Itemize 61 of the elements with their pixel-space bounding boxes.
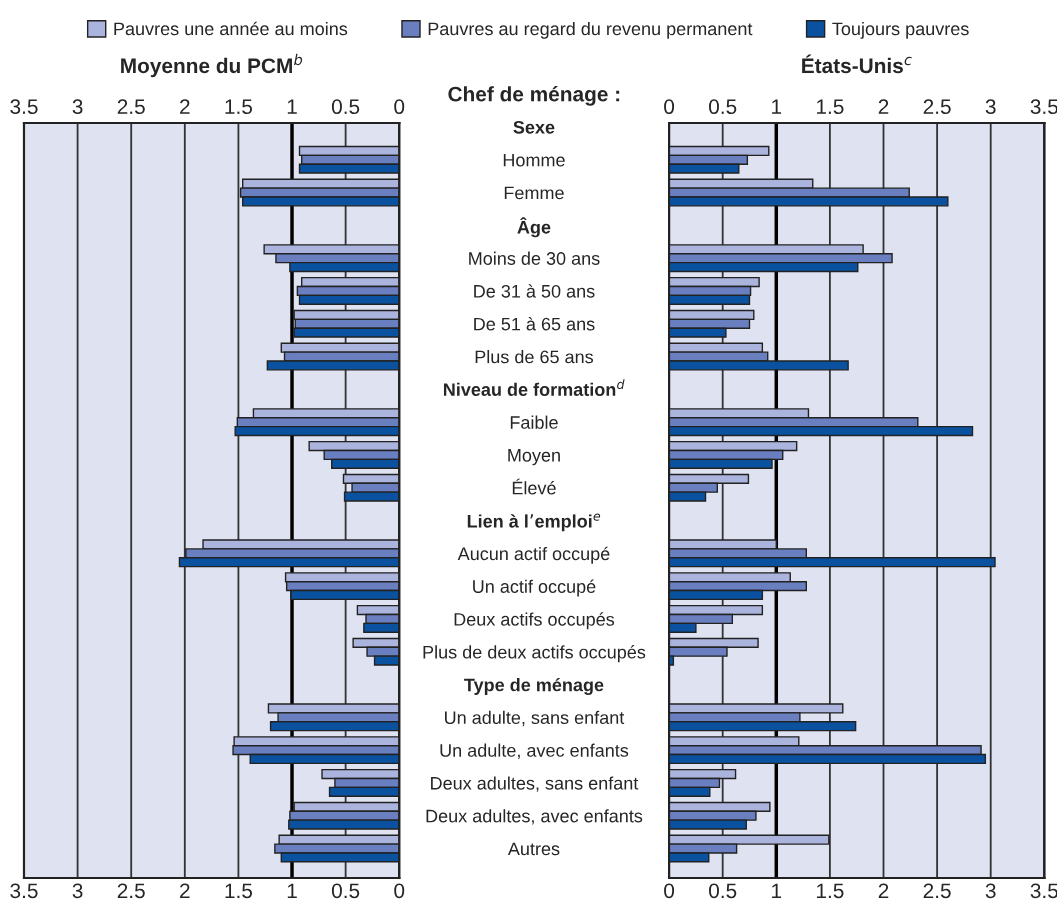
y-tick-label: Lien à l’emploi$^{e}$ bbox=[467, 513, 601, 532]
x-tick-label: 0 bbox=[664, 99, 675, 115]
y-tick-label: Type de ménage bbox=[464, 677, 604, 695]
x-tick-label: 2.5 bbox=[923, 99, 951, 115]
y-tick-label: Aucun actif occupé bbox=[457, 546, 610, 564]
y-tick-label: Plus de 65 ans bbox=[475, 350, 594, 364]
x2-tick-label: 3 bbox=[985, 883, 996, 899]
x-tick-label: 2.5 bbox=[117, 99, 145, 115]
y-tick-label: De 51 à 65 ans bbox=[474, 317, 595, 331]
chart-title: États-Unis$^{c}$ bbox=[802, 54, 912, 74]
x-tick-label: 0 bbox=[394, 99, 405, 115]
y-tick-label: Un adulte, sans enfant bbox=[445, 710, 625, 727]
y-tick-label: Âge bbox=[517, 217, 551, 238]
x2-tick-label: 0 bbox=[664, 883, 675, 899]
chart-title: Moyenne du PCM$^{b}$ bbox=[121, 53, 303, 78]
x2-tick-label: 3.5 bbox=[10, 883, 38, 899]
y-tick-label: Moyen bbox=[508, 449, 560, 466]
x2-tick-label: 3 bbox=[72, 883, 83, 899]
x2-tick-label: 2.5 bbox=[117, 883, 145, 899]
x2-tick-label: 2 bbox=[180, 883, 190, 898]
x-tick-label: 1 bbox=[287, 99, 297, 114]
legend-label: Toujours pauvres bbox=[832, 21, 969, 39]
x-tick-label: 3.5 bbox=[1030, 99, 1057, 115]
x2-tick-label: 1 bbox=[287, 883, 297, 898]
x-tick-label: 0.5 bbox=[331, 99, 360, 115]
y-tick-label: Un adulte, avec enfants bbox=[440, 743, 629, 759]
x2-tick-label: 0.5 bbox=[709, 883, 737, 899]
x2-tick-label: 0 bbox=[394, 883, 405, 899]
y-tick-label: Niveau de formation$^{d}$ bbox=[443, 379, 625, 396]
y-tick-label: Homme bbox=[503, 153, 565, 167]
y-tick-label: Femme bbox=[504, 186, 564, 200]
x-tick-label: 1.5 bbox=[817, 99, 844, 115]
x2-tick-label: 2.5 bbox=[923, 883, 951, 899]
x-tick-label: 0.5 bbox=[709, 99, 737, 115]
y-tick-label: Deux actifs occupés bbox=[454, 612, 615, 630]
x2-tick-label: 1.5 bbox=[225, 883, 253, 899]
x-tick-label: 3 bbox=[985, 99, 996, 115]
x-tick-label: 2 bbox=[180, 99, 190, 114]
legend-label: Pauvres une année au moins bbox=[114, 21, 348, 36]
y-tick-label: Moins de 30 ans bbox=[469, 251, 600, 265]
x2-tick-label: 1 bbox=[772, 883, 782, 898]
y-tick-label: De 31 à 50 ans bbox=[474, 284, 595, 298]
x2-tick-label: 0.5 bbox=[331, 883, 360, 899]
text: Chef de ménage : bbox=[448, 86, 620, 106]
y-tick-label: Autres bbox=[507, 842, 560, 856]
y-tick-label: Deux adultes, avec enfants bbox=[426, 809, 643, 825]
y-tick-label: Élevé bbox=[512, 478, 556, 495]
y-tick-label: Plus de deux actifs occupés bbox=[423, 645, 646, 663]
y-tick-label: Faible bbox=[510, 415, 558, 429]
legend-label: Pauvres au regard du revenu permanent bbox=[428, 21, 753, 39]
x-tick-label: 1 bbox=[772, 99, 782, 114]
y-tick-label: Deux adultes, sans enfant bbox=[431, 776, 639, 792]
x-tick-label: 2 bbox=[878, 99, 889, 114]
x2-tick-label: 2 bbox=[878, 883, 889, 898]
x2-tick-label: 1.5 bbox=[817, 883, 844, 899]
x-tick-label: 3.5 bbox=[10, 99, 38, 115]
x-tick-label: 1.5 bbox=[225, 99, 253, 115]
y-tick-label: Un actif occupé bbox=[473, 579, 596, 597]
x-tick-label: 3 bbox=[72, 99, 83, 115]
x2-tick-label: 3.5 bbox=[1030, 883, 1057, 899]
y-tick-label: Sexe bbox=[513, 120, 555, 134]
